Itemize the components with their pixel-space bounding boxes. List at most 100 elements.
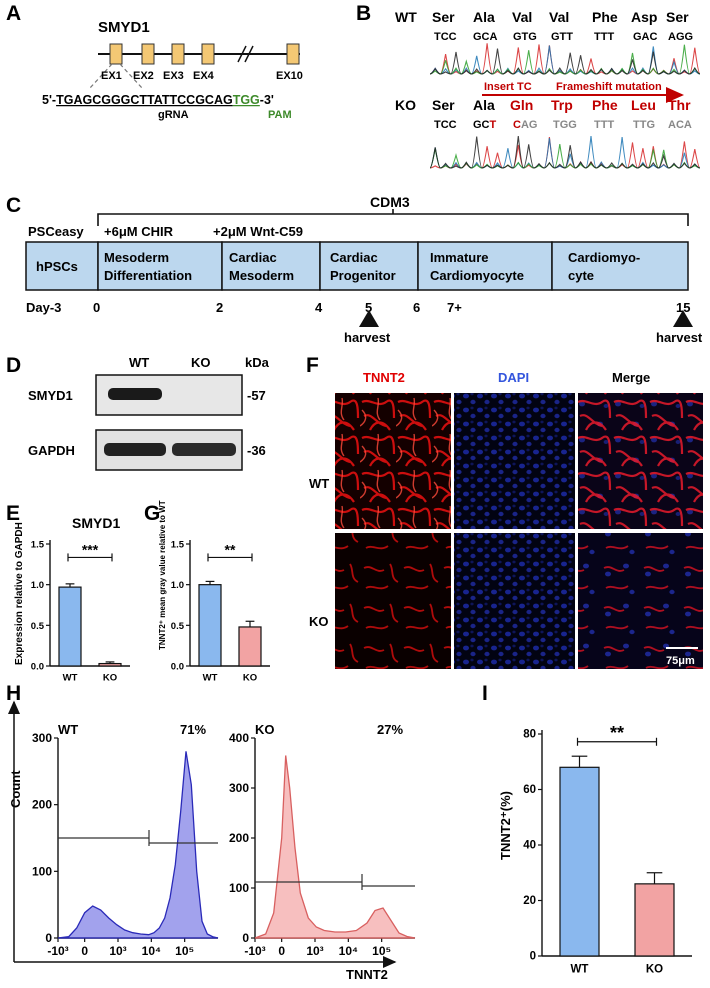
chart-e-title: SMYD1 (72, 515, 120, 531)
wt-codon: GAC (633, 31, 658, 43)
wnt-label: +2μM Wnt-C59 (213, 224, 303, 239)
y-tick-label: 0.0 (171, 662, 184, 673)
chart-g: 0.0 0.5 1.0 1.5 WT KO ** (171, 540, 270, 684)
y-tick-label: 0.0 (31, 662, 44, 673)
if-row-label-wt: WT (309, 476, 329, 491)
bar-ko (98, 662, 122, 667)
wt-amino-acid: Asp (631, 9, 657, 25)
ko-sequence-label: KO (395, 97, 416, 113)
harvest-marker (673, 310, 693, 327)
histogram-area (57, 751, 219, 939)
exon-label: EX3 (163, 70, 184, 82)
ko-amino-acid-mutant: Thr (668, 97, 691, 113)
x-tick-label: WT (63, 673, 78, 684)
stage-box-mesoderm-differentiation (97, 241, 223, 291)
chromatogram-trace (429, 43, 701, 75)
stage-box-cardiac-mesoderm (221, 241, 321, 291)
gene-structure-diagram (89, 43, 300, 89)
if-image-ko-dapi (454, 533, 575, 669)
if-column-label-tnnt2: TNNT2 (363, 370, 405, 385)
exon-box-2 (141, 43, 155, 65)
wb-row-label: GAPDH (28, 443, 75, 458)
harvest-label: harvest (656, 330, 703, 345)
wt-amino-acid: Val (549, 9, 569, 25)
exon-box-1 (109, 43, 123, 65)
exon-box-4 (201, 43, 215, 65)
panel-letter-h: H (6, 682, 21, 705)
x-tick-label: 10⁵ (175, 944, 194, 958)
stage-label: Differentiation (104, 268, 192, 283)
x-tick-label: 0 (278, 944, 285, 958)
exon-label: EX10 (276, 70, 303, 82)
target-sequence: 5'-TGAGCGGGCTTATTCCGCAGTGG-3' (42, 93, 274, 107)
x-tick-label: KO (103, 673, 117, 684)
wt-amino-acid: Val (512, 9, 532, 25)
panel-letter-f: F (306, 354, 319, 377)
scale-bar-label: 75μm (666, 655, 695, 667)
x-tick-label: 10⁴ (142, 944, 161, 958)
chart-e-ylabel: Expression relative to GAPDH (14, 522, 25, 665)
exon-label: EX4 (193, 70, 215, 82)
timeline-boxes (25, 241, 689, 291)
y-tick-label: 60 (523, 784, 536, 796)
break-mark (244, 45, 254, 63)
if-column-label-merge: Merge (612, 370, 650, 385)
grna-label: gRNA (158, 109, 189, 121)
y-tick-label: 0 (45, 931, 52, 945)
wt-codon: TCC (434, 31, 457, 43)
day-label: Day-3 (26, 300, 61, 315)
chart-i: 0 20 40 60 80 WT KO ** (523, 723, 692, 976)
wb-ko-label: KO (191, 355, 211, 370)
wt-chromatogram (429, 43, 701, 75)
chart-i-ylabel: TNNT2⁺(%) (498, 791, 513, 860)
wt-codon: TTT (594, 31, 614, 43)
wb-gapdh-band-ko (172, 443, 236, 456)
exon-box-10 (286, 43, 300, 65)
if-image-wt-merge (578, 393, 703, 529)
chromatogram-trace (429, 136, 701, 169)
ko-chromatogram (429, 136, 701, 169)
wt-amino-acid: Ala (473, 9, 495, 25)
histogram-area (254, 755, 416, 939)
harvest-label: harvest (344, 330, 391, 345)
flow-wt-percent: 71% (180, 722, 206, 737)
ko-codon: TTG (633, 119, 655, 131)
ko-codon: GCT (473, 119, 497, 131)
x-tick-label: KO (646, 964, 663, 976)
panel-letter-e: E (6, 502, 20, 525)
zoom-line (89, 63, 113, 89)
wt-amino-acid: Ser (432, 9, 455, 25)
exon-label: EX1 (101, 70, 122, 82)
y-tick-label: 100 (229, 881, 249, 895)
x-tick-label: KO (243, 673, 257, 684)
y-tick-label: 20 (523, 895, 536, 907)
chromatogram-trace (429, 48, 701, 75)
x-tick-label: WT (203, 673, 218, 684)
cdm3-label: CDM3 (370, 194, 410, 210)
ko-amino-acid-mutant: Phe (592, 97, 618, 113)
wb-smyd1-band-wt (108, 388, 162, 400)
stage-label: hPSCs (36, 259, 78, 274)
day-label: 4 (315, 300, 323, 315)
y-tick-label: 1.5 (171, 540, 185, 551)
stage-label: Mesoderm (229, 268, 294, 283)
ko-codon: TCC (434, 119, 457, 131)
y-tick-label: 0 (242, 931, 249, 945)
pam-label: PAM (268, 109, 292, 121)
x-tick-label: 10⁵ (372, 944, 391, 958)
day-label: 5 (365, 300, 372, 315)
bar-wt (58, 586, 82, 667)
wt-amino-acid: Ser (666, 9, 689, 25)
y-tick-label: 0 (530, 951, 536, 963)
flow-ylabel: Count (8, 770, 23, 808)
flow-wt-label: WT (58, 722, 78, 737)
chromatogram-trace (429, 45, 701, 75)
ko-amino-acid-mutant: Leu (631, 97, 656, 113)
y-tick-label: 80 (523, 729, 536, 741)
y-tick-label: 1.5 (31, 540, 45, 551)
wb-mw-label: -57 (247, 388, 266, 403)
ko-amino-acid: Ser (432, 97, 455, 113)
chromatogram-trace (429, 44, 701, 75)
